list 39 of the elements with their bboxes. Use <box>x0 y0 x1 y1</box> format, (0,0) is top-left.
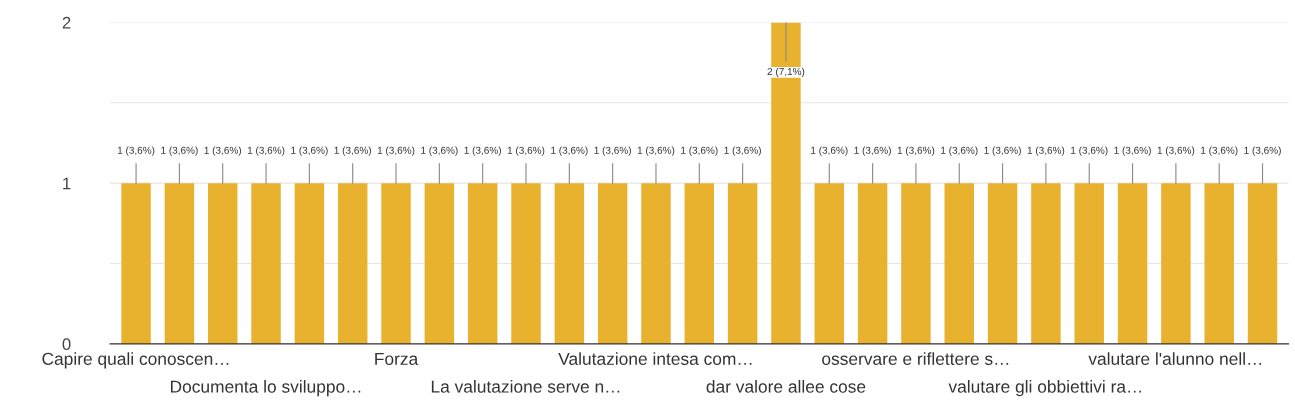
data-label: 1 (3,6%) <box>161 146 198 156</box>
x-tick-label: dar valore allee cose <box>706 380 866 393</box>
data-label: 1 (3,6%) <box>507 146 545 156</box>
y-tick-label: 1 <box>63 177 71 190</box>
data-label: 1 (3,6%) <box>377 146 415 156</box>
data-label: 1 (3,6%) <box>421 146 458 156</box>
x-tick-label: Capire quali conoscen… <box>42 352 229 369</box>
x-tick-label: valutare l'alunno nell… <box>1088 352 1262 365</box>
data-label: 1 (3,6%) <box>117 146 155 156</box>
data-label: 1 (3,6%) <box>334 146 371 156</box>
data-label: 2 (7,1%) <box>767 67 805 78</box>
x-tick-label: Documenta lo sviluppo… <box>170 380 361 397</box>
data-label: 1 (3,6%) <box>247 146 285 156</box>
x-tick-label: Forza <box>375 352 419 365</box>
x-tick-label: Valutazione intesa com… <box>558 352 752 365</box>
data-label: 1 (3,6%) <box>724 146 761 156</box>
data-label: 1 (3,6%) <box>291 146 328 156</box>
data-label: 1 (3,6%) <box>551 146 588 156</box>
data-label: 1 (3,6%) <box>941 146 978 156</box>
x-tick-label: La valutazione serve n… <box>431 380 620 393</box>
data-label: 1 (3,6%) <box>204 146 241 156</box>
data-label: 1 (3,6%) <box>897 146 935 156</box>
data-label: 1 (3,6%) <box>1027 146 1065 156</box>
data-label: 1 (3,6%) <box>594 146 631 156</box>
data-label: 1 (3,6%) <box>681 146 718 156</box>
data-label: 1 (3,6%) <box>811 146 848 156</box>
y-tick-label: 2 <box>62 16 71 29</box>
data-label: 1 (3,6%) <box>984 146 1021 156</box>
y-tick-label: 0 <box>62 338 71 351</box>
data-label: 1 (3,6%) <box>1244 146 1281 156</box>
data-label: 1 (3,6%) <box>464 146 501 156</box>
data-label: 1 (3,6%) <box>637 146 675 156</box>
data-label: 1 (3,6%) <box>1157 146 1195 156</box>
x-tick-label: valutare gli obbiettivi ra… <box>948 380 1142 397</box>
data-label: 1 (3,6%) <box>1114 146 1151 156</box>
x-tick-label: osservare e riflettere s… <box>822 352 1009 365</box>
data-label: 1 (3,6%) <box>1201 146 1238 156</box>
data-label: 1 (3,6%) <box>854 146 891 156</box>
data-label: 1 (3,6%) <box>1071 146 1108 156</box>
